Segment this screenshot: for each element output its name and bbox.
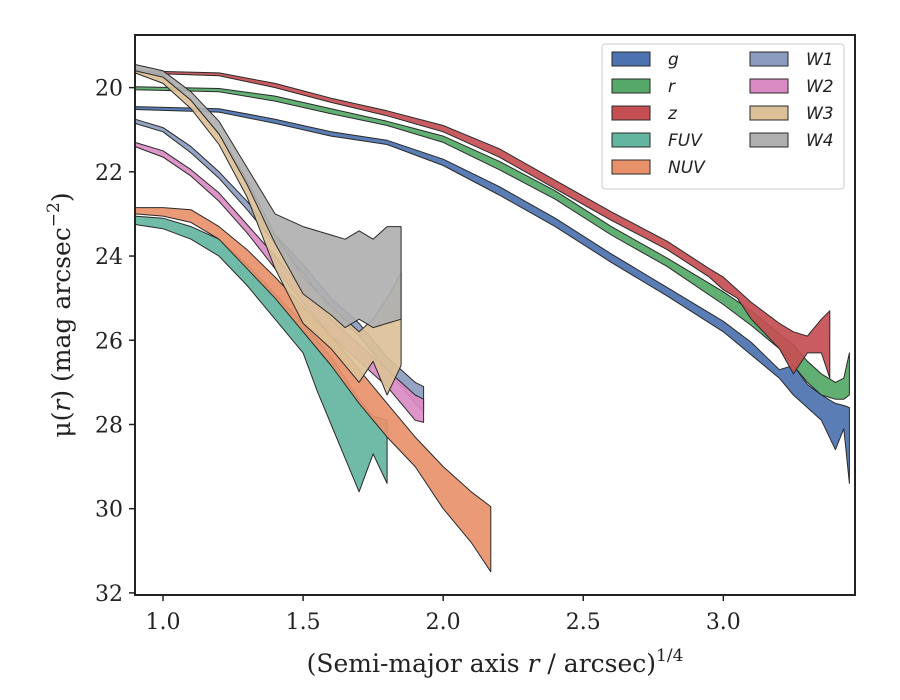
legend-swatch-z — [611, 105, 651, 121]
band-g — [134, 106, 850, 484]
x-tick-label: 2.5 — [566, 610, 601, 635]
x-tick-label: 1.0 — [146, 610, 181, 635]
y-tick-label: 20 — [95, 77, 123, 102]
legend-swatch-w1 — [749, 51, 789, 67]
legend-label-r: r — [668, 77, 676, 97]
y-tick-label: 22 — [95, 161, 123, 186]
legend-swatch-w2 — [749, 78, 789, 94]
legend-label-w1: W1 — [806, 50, 834, 70]
x-axis-label: (Semi-major axis r / arcsec)1/4 — [307, 646, 684, 678]
y-tick-label: 24 — [95, 245, 123, 270]
legend-swatch-fuv — [611, 132, 651, 148]
series-bands — [134, 64, 850, 573]
band-w4 — [134, 64, 402, 329]
band-z — [134, 70, 831, 379]
legend-label-nuv: NUV — [668, 158, 706, 178]
y-tick-label: 28 — [95, 413, 123, 438]
legend-swatch-w4 — [749, 132, 789, 148]
legend: grz FUV NUV W1 W2 W3 W4 — [601, 43, 845, 190]
legend-label-w3: W3 — [806, 104, 834, 124]
legend-label-fuv: FUV — [668, 131, 703, 151]
y-axis-label: μ(r) (mag arcsec−2) — [44, 192, 76, 437]
legend-label-z: z — [667, 104, 678, 124]
y-tick-label: 30 — [95, 498, 123, 523]
x-tick-label: 2.0 — [426, 610, 461, 635]
y-tick-label: 32 — [95, 582, 123, 607]
plot-frame — [134, 34, 856, 596]
y-tick-label: 26 — [95, 329, 123, 354]
x-tick-label: 3.0 — [706, 610, 741, 635]
legend-label-g: g — [668, 50, 679, 70]
legend-swatch-nuv — [611, 159, 651, 175]
legend-label-w2: W2 — [806, 77, 834, 97]
legend-label-w4: W4 — [806, 131, 834, 151]
x-tick-label: 1.5 — [286, 610, 321, 635]
band-nuv — [134, 207, 492, 573]
y-axis-ticks: 20 22 24 26 28 30 32 — [95, 77, 135, 607]
band-r — [134, 86, 850, 400]
legend-swatch-r — [611, 78, 651, 94]
x-axis-ticks: 1.0 1.5 2.0 2.5 3.0 — [146, 595, 741, 635]
legend-swatch-g — [611, 51, 651, 67]
legend-swatch-w3 — [749, 105, 789, 121]
